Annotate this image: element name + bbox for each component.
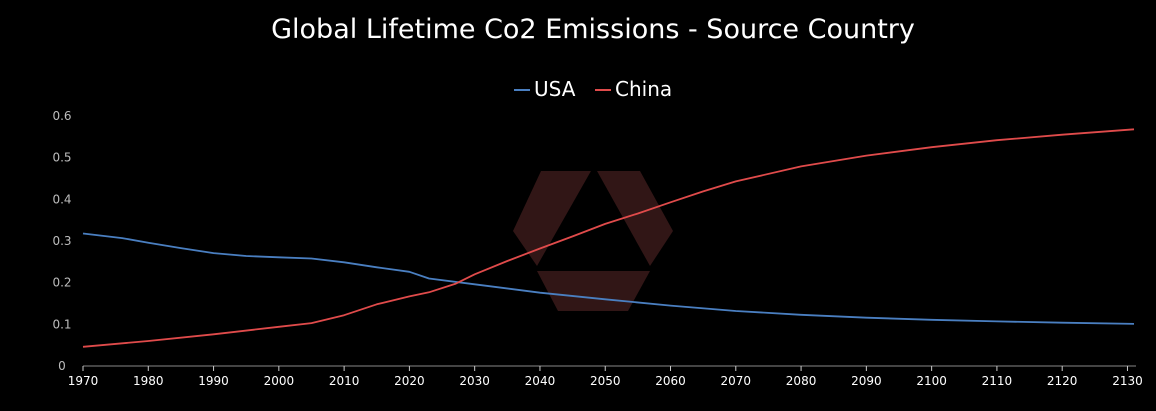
legend-label-usa: USA: [534, 77, 576, 101]
x-tick-label: 2040: [525, 374, 556, 388]
x-tick-label: 2030: [459, 374, 490, 388]
legend-item-usa[interactable]: USA: [514, 77, 576, 101]
x-axis: 1970 1980 1990 2000 2010 2020 2030 2040 2050 2060…: [68, 366, 1143, 388]
legend: USA China: [514, 77, 672, 101]
watermark-left-piece: [513, 171, 591, 266]
x-tick-label: 2130: [1112, 374, 1143, 388]
legend-item-china[interactable]: China: [595, 77, 672, 101]
x-tick-label: 2020: [394, 374, 425, 388]
x-tick-label: 1970: [68, 374, 99, 388]
y-tick-label: 0.4: [52, 192, 71, 206]
x-tick-label: 2010: [329, 374, 360, 388]
x-tick-label: 2060: [655, 374, 686, 388]
watermark-logo-icon: [513, 171, 673, 311]
x-tick-label: 2070: [721, 374, 752, 388]
x-tick-label: 2110: [982, 374, 1013, 388]
y-axis: 0 0.1 0.2 0.3 0.4 0.5 0.6: [52, 109, 71, 373]
series-line-china[interactable]: [82, 128, 1135, 348]
watermark-bottom-piece: [537, 271, 650, 311]
x-tick-label: 2090: [851, 374, 882, 388]
series-line-usa[interactable]: [82, 232, 1135, 325]
y-tick-label: 0.6: [52, 109, 71, 123]
x-tick-label: 2100: [916, 374, 947, 388]
x-tick-label: 2080: [786, 374, 817, 388]
y-tick-label: 0.1: [52, 317, 71, 331]
x-tick-label: 2000: [264, 374, 295, 388]
x-tick-label: 2050: [590, 374, 621, 388]
y-tick-label: 0: [58, 359, 66, 373]
x-tick-label: 2120: [1047, 374, 1078, 388]
x-tick-label: 1980: [133, 374, 164, 388]
legend-label-china: China: [615, 77, 672, 101]
watermark-right-piece: [597, 171, 673, 266]
y-tick-label: 0.5: [52, 151, 71, 165]
y-tick-label: 0.2: [52, 276, 71, 290]
y-tick-label: 0.3: [52, 234, 71, 248]
x-tick-label: 1990: [198, 374, 229, 388]
series-group: [82, 128, 1135, 348]
chart-title: Global Lifetime Co2 Emissions - Source C…: [271, 14, 915, 45]
